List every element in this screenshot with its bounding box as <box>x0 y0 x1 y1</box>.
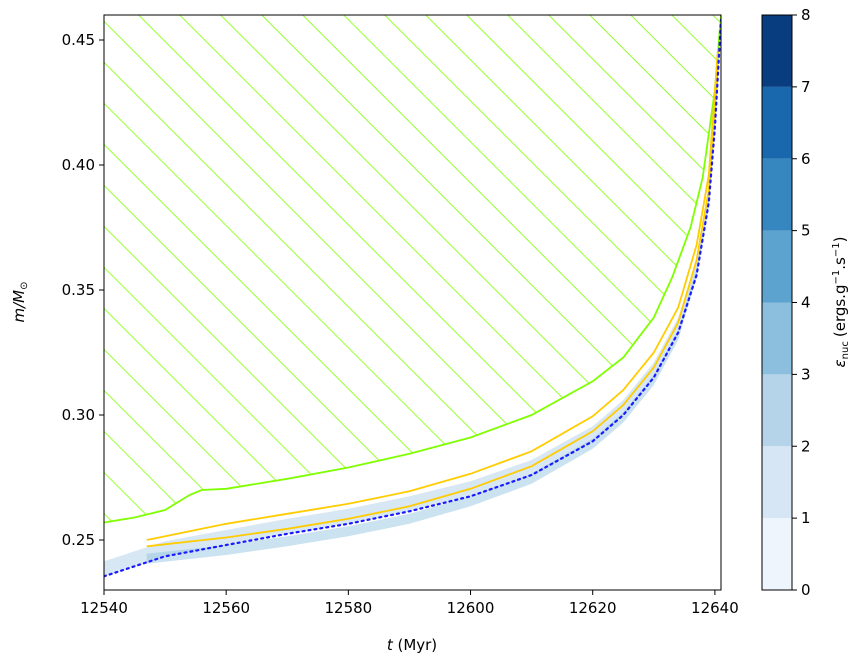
colorbar-tick-label: 7 <box>801 78 811 96</box>
colorbar-band <box>762 158 792 231</box>
colorbar-band <box>762 15 792 87</box>
colorbar-tick-label: 8 <box>801 6 811 24</box>
x-tick-label: 12580 <box>324 599 372 617</box>
y-tick-label: 0.30 <box>62 406 95 424</box>
y-axis-label-sub: ⊙ <box>19 282 30 290</box>
colorbar-tick-label: 5 <box>801 222 811 240</box>
colorbar-label-var: ε <box>831 359 849 367</box>
colorbar-label-exp2: −1 <box>831 242 842 257</box>
x-axis-label-unit: (Myr) <box>393 636 437 654</box>
x-axis-label-var: t <box>387 636 394 654</box>
convective-zone-hatch <box>104 15 721 523</box>
x-tick-label: 12640 <box>691 599 739 617</box>
colorbar-band <box>762 230 792 303</box>
y-tick-label: 0.45 <box>62 31 95 49</box>
y-axis-label-var: m/M <box>10 290 28 323</box>
colorbar-band <box>762 446 792 519</box>
y-tick-label: 0.40 <box>62 156 95 174</box>
y-axis: 0.25 0.30 0.35 0.40 0.45 <box>62 31 104 549</box>
x-tick-label: 12540 <box>80 599 128 617</box>
colorbar: 0 1 2 3 4 5 6 7 8 <box>762 6 811 599</box>
y-tick-label: 0.35 <box>62 281 95 299</box>
colorbar-label-mid: .s <box>831 257 849 270</box>
x-tick-label: 12560 <box>202 599 250 617</box>
colorbar-tick-label: 1 <box>801 509 811 527</box>
x-axis: 12540 12560 12580 12600 12620 12640 <box>80 590 739 617</box>
x-tick-label: 12620 <box>569 599 617 617</box>
colorbar-label-exp1: −1 <box>831 270 842 285</box>
x-tick-label: 12600 <box>447 599 495 617</box>
y-axis-label: m/M⊙ <box>10 282 30 323</box>
colorbar-label-unit: (ergs.g <box>831 285 849 338</box>
colorbar-tick-label: 6 <box>801 150 811 168</box>
colorbar-tick-label: 2 <box>801 437 811 455</box>
y-tick-label: 0.25 <box>62 531 95 549</box>
colorbar-frame <box>761 14 793 591</box>
colorbar-band <box>762 302 792 375</box>
colorbar-label-sub: nuc <box>840 341 850 359</box>
colorbar-tick-label: 0 <box>801 581 811 599</box>
colorbar-label: εnuc(ergs.g−1.s−1) <box>831 237 850 368</box>
convective-zone-boundary <box>104 15 721 524</box>
colorbar-band <box>762 374 792 447</box>
colorbar-band <box>762 86 792 159</box>
burning-shell-upper <box>146 49 719 541</box>
colorbar-label-close: ) <box>831 237 849 243</box>
plot-frame <box>103 14 722 591</box>
core-boundary-line <box>104 18 721 578</box>
plot-area <box>104 15 721 578</box>
colorbar-tick-label: 4 <box>801 294 811 312</box>
colorbar-band <box>762 518 792 590</box>
x-axis-label: t (Myr) <box>387 636 437 654</box>
colorbar-tick-label: 3 <box>801 365 811 383</box>
burning-shell-lower <box>146 64 719 548</box>
